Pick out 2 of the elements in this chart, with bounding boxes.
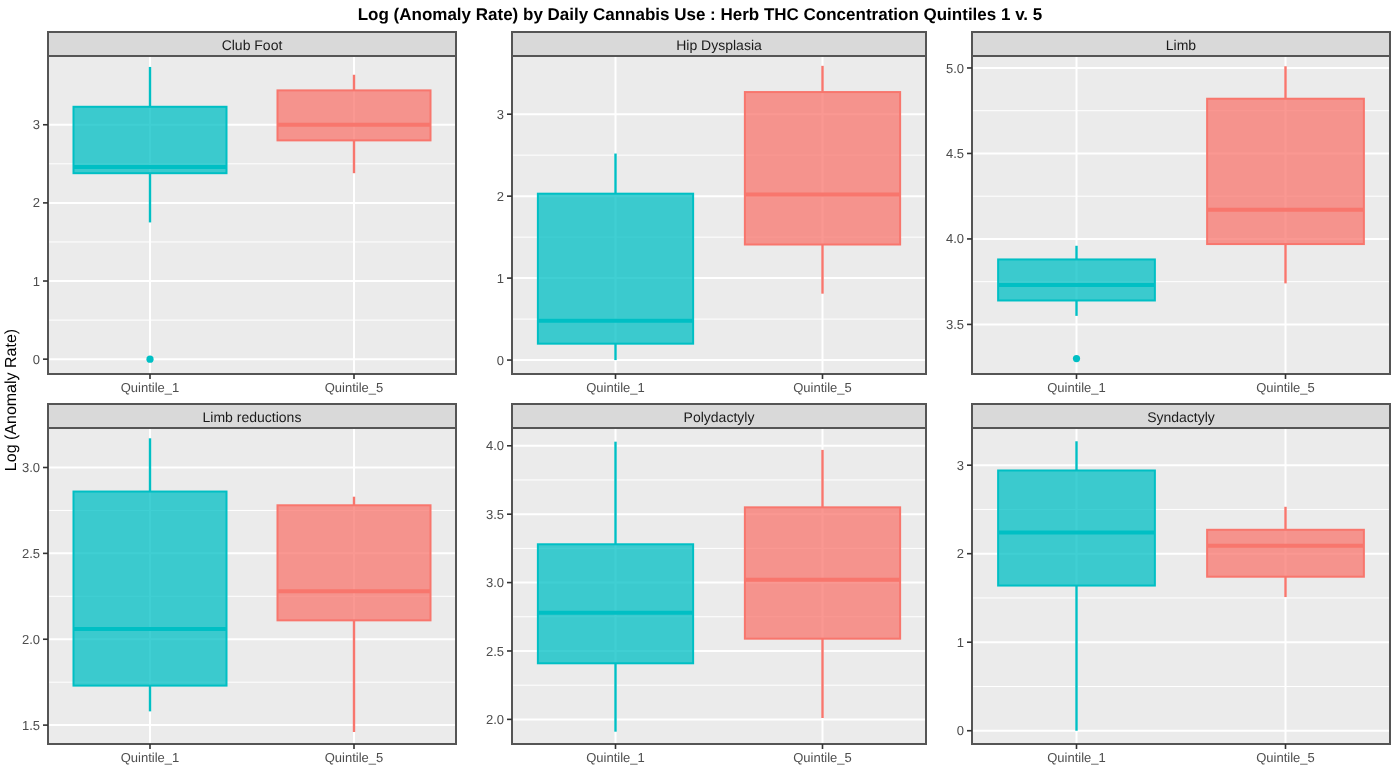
y-axis-title: Log (Anomaly Rate) <box>2 328 20 472</box>
text: Log (Anomaly Rate) by Daily Cannabis Use : Herb THC Concentration Quintiles 1 v. 5 <box>357 4 1043 24</box>
